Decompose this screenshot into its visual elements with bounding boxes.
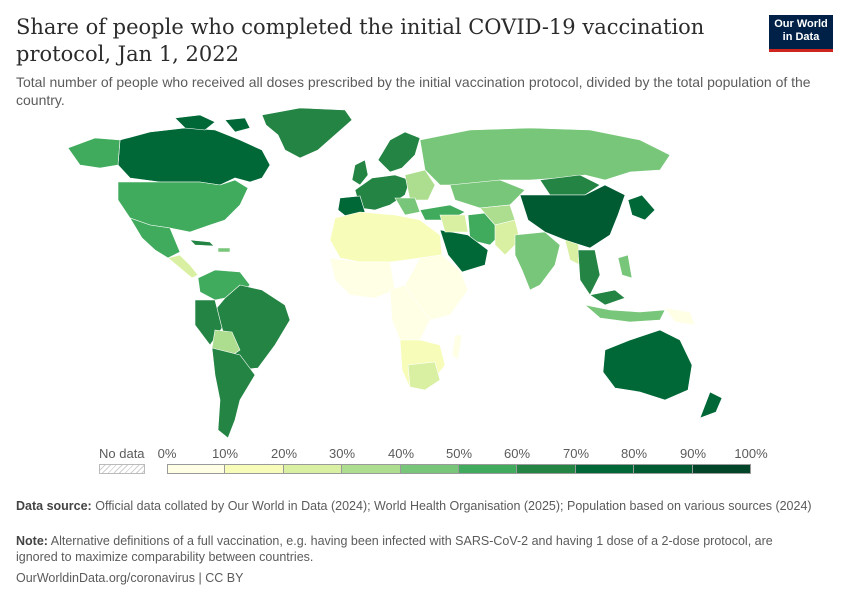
region-afghanistan-pakistan[interactable]	[494, 219, 521, 256]
region-philippines[interactable]	[617, 254, 633, 279]
legend-tick-label: 40%	[387, 446, 415, 461]
region-balkans[interactable]	[394, 197, 421, 216]
logo-line-2: in Data	[782, 31, 820, 43]
region-iraq-syria[interactable]	[439, 214, 469, 233]
legend-bin[interactable]	[283, 464, 343, 474]
region-australia[interactable]	[602, 329, 693, 401]
legend-tick-label: 30%	[328, 446, 356, 461]
region-new-zealand[interactable]	[699, 391, 723, 419]
region-malaysia[interactable]	[589, 289, 626, 306]
region-eastern-europe[interactable]	[404, 169, 436, 201]
region-mexico[interactable]	[129, 217, 181, 259]
legend-bin[interactable]	[225, 464, 284, 474]
legend-tick-label: 80%	[620, 446, 648, 461]
data-source-text: Official data collated by Our World in D…	[95, 499, 812, 513]
region-hispaniola[interactable]	[217, 247, 231, 253]
legend-tick-label: 0%	[157, 446, 177, 461]
chart-subtitle: Total number of people who received all …	[16, 74, 811, 108]
legend-tick-label: 90%	[679, 446, 707, 461]
world-map[interactable]	[0, 100, 850, 440]
region-south-africa[interactable]	[407, 361, 441, 391]
region-scandinavia[interactable]	[377, 131, 421, 173]
region-india[interactable]	[514, 231, 561, 291]
region-korea-japan[interactable]	[627, 194, 656, 221]
region-central-america[interactable]	[167, 254, 199, 279]
region-mongolia[interactable]	[539, 174, 601, 196]
region-uk[interactable]	[351, 159, 369, 186]
legend-tick-label: 100%	[734, 446, 768, 461]
region-kazakhstan[interactable]	[449, 179, 526, 209]
legend-bin[interactable]	[400, 464, 459, 474]
logo-line-1: Our World	[774, 18, 828, 30]
legend-bin[interactable]	[575, 464, 635, 474]
footer-link[interactable]: OurWorldinData.org/coronavirus | CC BY	[16, 571, 244, 585]
region-west-africa[interactable]	[329, 257, 396, 299]
legend-tick-label: 20%	[270, 446, 298, 461]
region-canada-islands[interactable]	[174, 114, 251, 133]
legend-tick-label: 70%	[562, 446, 590, 461]
legend-no-data-label: No data	[99, 446, 145, 461]
region-madagascar[interactable]	[451, 334, 463, 361]
region-russia[interactable]	[419, 127, 671, 186]
legend-tick-label: 60%	[503, 446, 531, 461]
region-cuba[interactable]	[189, 239, 215, 247]
chart-title: Share of people who completed the initia…	[16, 15, 705, 66]
note-label: Note:	[16, 534, 48, 548]
note: Note: Alternative definitions of a full …	[16, 533, 816, 565]
region-greenland[interactable]	[261, 107, 353, 159]
region-indochina[interactable]	[577, 249, 601, 296]
legend-bin[interactable]	[342, 464, 401, 474]
legend-no-data-swatch	[99, 464, 145, 474]
legend-bin[interactable]	[167, 464, 226, 474]
region-alaska[interactable]	[67, 137, 121, 169]
legend-bin[interactable]	[634, 464, 693, 474]
data-source: Data source: Official data collated by O…	[16, 498, 816, 514]
region-canada[interactable]	[117, 127, 271, 186]
region-western-europe[interactable]	[354, 174, 411, 211]
note-text: Alternative definitions of a full vaccin…	[16, 534, 773, 564]
legend-bin[interactable]	[692, 464, 751, 474]
region-central-africa[interactable]	[389, 284, 431, 341]
region-papua-new-guinea[interactable]	[664, 307, 696, 326]
map-regions	[67, 107, 723, 439]
region-indonesia[interactable]	[583, 304, 666, 323]
legend-bin[interactable]	[517, 464, 576, 474]
legend-bin[interactable]	[458, 464, 518, 474]
legend-color-bar	[167, 464, 751, 474]
legend-tick-label: 10%	[211, 446, 239, 461]
region-china[interactable]	[519, 184, 626, 249]
data-source-label: Data source:	[16, 499, 92, 513]
owid-logo[interactable]: Our World in Data	[769, 15, 833, 52]
region-saudi-arabia[interactable]	[439, 229, 489, 273]
legend-tick-label: 50%	[445, 446, 473, 461]
region-argentina-chile[interactable]	[211, 347, 256, 439]
